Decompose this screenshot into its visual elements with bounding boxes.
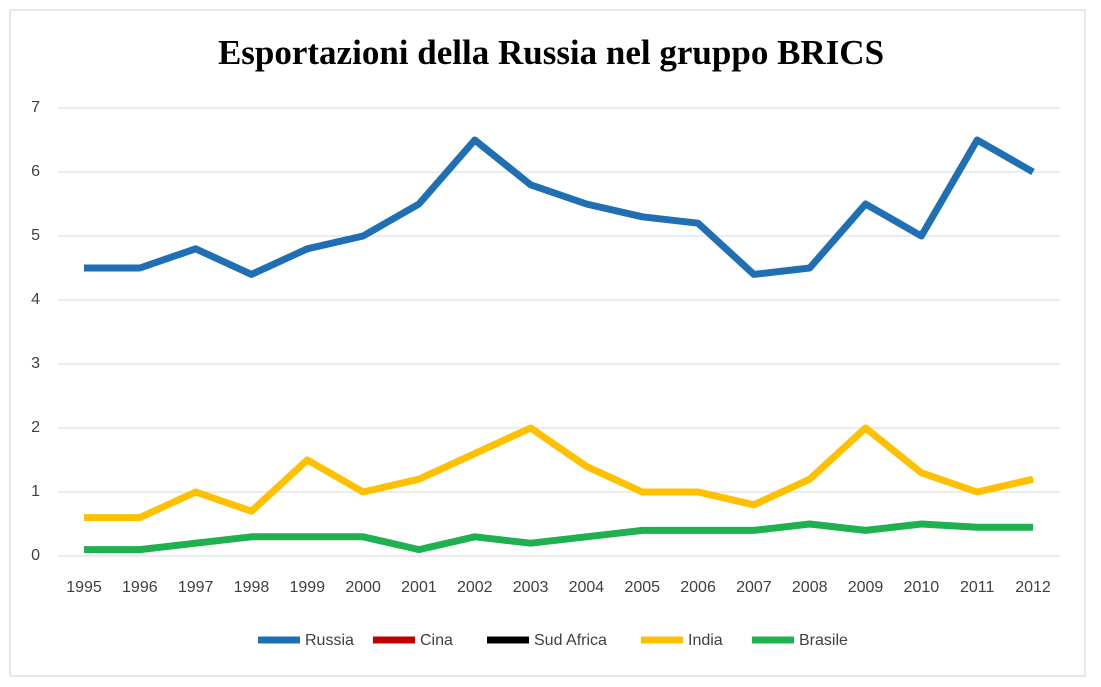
y-tick-label: 3 — [31, 355, 40, 372]
x-tick-label: 2007 — [736, 579, 772, 596]
legend-label: Sud Africa — [534, 632, 607, 649]
x-tick-label: 2011 — [960, 579, 995, 596]
x-tick-label: 2004 — [569, 579, 605, 596]
chart-title: Esportazioni della Russia nel gruppo BRI… — [218, 33, 884, 72]
y-tick-label: 5 — [31, 227, 40, 244]
x-tick-label: 2001 — [401, 579, 437, 596]
legend-label: Cina — [420, 632, 453, 649]
x-tick-label: 2012 — [1015, 579, 1051, 596]
x-tick-label: 2008 — [792, 579, 828, 596]
y-tick-label: 2 — [31, 419, 40, 436]
x-tick-label: 2003 — [513, 579, 549, 596]
x-tick-label: 2009 — [848, 579, 884, 596]
x-tick-label: 2002 — [457, 579, 493, 596]
legend-label: Brasile — [799, 632, 848, 649]
y-tick-label: 7 — [31, 99, 40, 116]
x-tick-label: 1998 — [234, 579, 270, 596]
y-tick-label: 1 — [31, 483, 40, 500]
series-line — [84, 136, 1035, 278]
x-tick-label: 2006 — [680, 579, 716, 596]
legend-label: India — [688, 632, 723, 649]
x-tick-label: 1995 — [66, 579, 102, 596]
y-tick-label: 0 — [31, 547, 40, 564]
x-tick-label: 2000 — [345, 579, 381, 596]
legend-label: Russia — [305, 632, 354, 649]
x-tick-label: 1996 — [122, 579, 158, 596]
x-tick-label: 1997 — [178, 579, 214, 596]
x-tick-label: 2010 — [904, 579, 940, 596]
series-line — [84, 424, 1034, 522]
series-line — [84, 520, 1033, 554]
x-tick-label: 2005 — [624, 579, 660, 596]
chart-frame — [9, 9, 1086, 677]
y-tick-label: 4 — [31, 291, 40, 308]
x-tick-label: 1999 — [289, 579, 325, 596]
y-tick-label: 6 — [31, 163, 40, 180]
